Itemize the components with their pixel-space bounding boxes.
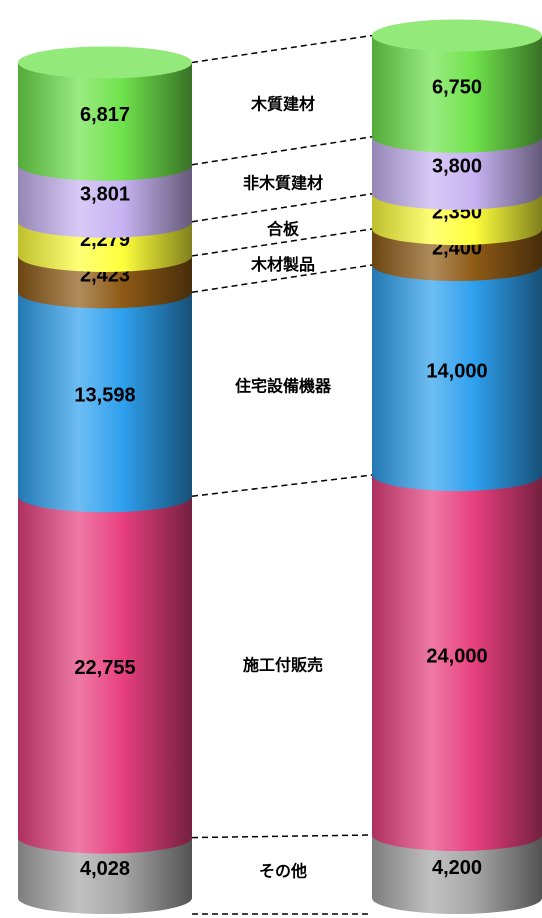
connector bbox=[191, 264, 373, 294]
cylinder-top bbox=[372, 19, 542, 52]
value-label: 13,598 bbox=[74, 385, 135, 407]
cylinder-segment bbox=[372, 35, 542, 153]
cylinder-segment bbox=[18, 292, 192, 513]
value-label: 3,800 bbox=[432, 156, 482, 178]
connector bbox=[191, 834, 373, 839]
cylinder-top bbox=[18, 46, 192, 79]
segment-name: 木材製品 bbox=[250, 255, 315, 274]
cylinder-segment bbox=[18, 164, 192, 238]
cylinder-segment bbox=[18, 496, 192, 854]
connector bbox=[191, 474, 373, 497]
segment-name: 非木質建材 bbox=[243, 174, 323, 193]
cylinder-segment bbox=[372, 475, 542, 851]
value-label: 4,028 bbox=[80, 858, 130, 880]
value-label: 3,801 bbox=[80, 184, 130, 206]
value-label: 6,750 bbox=[432, 76, 482, 98]
connector bbox=[191, 136, 373, 166]
cylinder-segment bbox=[18, 837, 192, 914]
cylinder-segment bbox=[372, 835, 542, 914]
cylinder-segment bbox=[372, 265, 542, 491]
segment-name: 合板 bbox=[267, 220, 300, 239]
connector bbox=[191, 34, 373, 64]
cylinder-segment bbox=[18, 62, 192, 181]
connector bbox=[191, 228, 373, 257]
value-label: 24,000 bbox=[426, 645, 487, 667]
value-label: 4,200 bbox=[432, 857, 482, 879]
value-label: 22,755 bbox=[74, 657, 135, 679]
value-label: 6,817 bbox=[80, 104, 130, 126]
segment-name: 住宅設備機器 bbox=[235, 377, 332, 396]
segment-name: その他 bbox=[259, 862, 307, 881]
segment-name: 施工付販売 bbox=[243, 655, 323, 674]
cylinder-segment bbox=[372, 136, 542, 210]
value-label: 14,000 bbox=[426, 360, 487, 382]
connector bbox=[191, 193, 373, 223]
segment-name: 木質建材 bbox=[250, 94, 315, 113]
